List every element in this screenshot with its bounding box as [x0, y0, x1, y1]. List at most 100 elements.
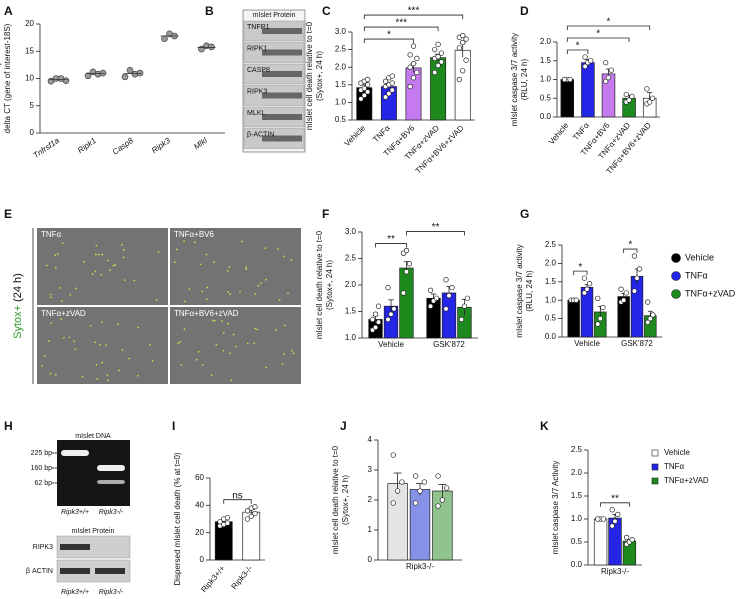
- data-point: [609, 507, 615, 513]
- side-label-time: (24 h): [12, 273, 24, 302]
- cell-dot: [265, 278, 267, 281]
- cell-dot: [193, 241, 196, 244]
- data-point: [407, 64, 413, 70]
- data-point: [621, 297, 627, 303]
- panel-letter: A: [4, 4, 13, 18]
- data-point: [406, 261, 413, 267]
- cell-dot: [221, 320, 223, 322]
- significance-bracket: [600, 502, 630, 507]
- side-label-stain: Sytox+: [12, 305, 24, 339]
- bar: [399, 267, 414, 339]
- data-point: [644, 86, 650, 92]
- data-point: [645, 319, 651, 325]
- cell-dot: [188, 288, 191, 291]
- y-axis-label: mIslet caspase 3/7 Activity: [551, 461, 560, 555]
- data-point: [394, 488, 401, 494]
- data-point: [650, 312, 656, 318]
- cell-dot: [106, 374, 109, 377]
- data-point: [438, 50, 445, 56]
- data-point: [435, 473, 441, 479]
- tile-label: TNFα: [41, 230, 62, 239]
- blot-label: MLKL: [247, 110, 265, 117]
- cell-dot: [58, 287, 61, 289]
- cell-dot: [232, 333, 235, 336]
- cell-dot: [41, 364, 43, 367]
- cell-dot: [241, 240, 244, 243]
- data-point: [438, 59, 445, 65]
- data-point: [435, 503, 441, 509]
- cell-dot: [56, 252, 59, 255]
- y-tick-label: 3: [368, 465, 373, 474]
- data-point: [407, 52, 413, 58]
- blot-row: [56, 535, 131, 559]
- y-tick-label: 2.0: [345, 280, 357, 289]
- y-tick-label: 2.0: [571, 468, 583, 477]
- marker-label: 62 bp: [34, 480, 52, 487]
- cell-dot: [107, 259, 110, 262]
- significance-bracket: [566, 49, 589, 54]
- x-tick-label: Ripk3: [150, 136, 172, 155]
- blot-label: TNFR1: [247, 24, 270, 31]
- cell-dot: [155, 299, 158, 302]
- data-point: [595, 516, 601, 522]
- y-tick-label: 1.5: [571, 491, 583, 500]
- cell-dot: [257, 284, 260, 287]
- cell-dot: [69, 293, 72, 296]
- data-point: [385, 285, 391, 291]
- bar: [630, 275, 644, 338]
- y-tick-label: 4: [368, 435, 373, 444]
- gel-title: mIslet DNA: [75, 433, 111, 440]
- y-tick-label: 20: [195, 528, 204, 537]
- y-tick-label: 20: [25, 19, 34, 28]
- bar: [567, 299, 580, 338]
- cell-dot: [54, 373, 57, 376]
- data-point: [244, 516, 251, 522]
- lane-label: Ripk3-/-: [99, 509, 124, 516]
- y-axis-label: mIslet mRNA expression: [0, 35, 2, 123]
- cell-dot: [173, 261, 176, 264]
- cell-dot: [74, 348, 77, 351]
- cell-dot: [213, 319, 216, 322]
- cell-dot: [254, 293, 257, 295]
- data-point: [389, 73, 395, 79]
- data-point: [582, 63, 588, 70]
- y-tick-label: 0.5: [571, 537, 583, 546]
- gel-band: [97, 465, 125, 471]
- data-point: [623, 534, 630, 541]
- cell-dot: [91, 273, 94, 276]
- cell-dot: [215, 343, 218, 346]
- legend-marker: [671, 289, 681, 299]
- cell-dot: [81, 375, 84, 378]
- blot-title: mIslet Protein: [253, 12, 296, 19]
- data-point: [248, 513, 254, 519]
- data-point: [121, 73, 129, 81]
- y-axis-label: mIslet caspase 3/7 activity: [510, 33, 519, 126]
- y-tick-label: 0.5: [545, 314, 557, 323]
- cell-dot: [212, 261, 215, 264]
- x-tick-label: Ripk3-/-: [406, 562, 434, 571]
- x-tick-label: GSK'872: [621, 339, 653, 348]
- cell-dot: [133, 279, 136, 282]
- cell-dot: [276, 248, 279, 250]
- y-tick-label: 1.5: [540, 56, 552, 65]
- cell-dot: [253, 342, 256, 345]
- blot-band: [60, 568, 90, 574]
- cell-dot: [122, 256, 125, 259]
- significance-bracket: [573, 270, 588, 276]
- gel: [57, 440, 130, 506]
- cell-dot: [179, 340, 182, 343]
- data-point: [608, 67, 614, 73]
- significance-label: *: [596, 29, 600, 40]
- legend-label: Vehicle: [664, 448, 690, 457]
- data-point: [432, 69, 438, 76]
- data-point: [391, 306, 397, 312]
- y-tick-label: 2.5: [345, 254, 357, 263]
- blot-band: [262, 92, 302, 99]
- y-tick-label: 2.5: [545, 240, 557, 249]
- blot-label: RIPK3: [33, 544, 53, 551]
- cell-dot: [290, 259, 293, 262]
- cell-dot: [94, 341, 96, 344]
- data-point: [361, 85, 367, 91]
- data-point: [586, 280, 593, 287]
- data-point: [603, 59, 609, 66]
